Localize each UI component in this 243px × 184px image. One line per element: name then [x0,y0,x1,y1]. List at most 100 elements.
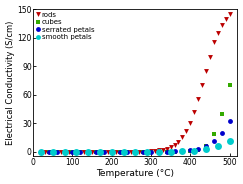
rods [161,148,164,151]
rods [228,13,231,15]
smooth petals [181,150,184,152]
serrated petals [103,151,105,153]
rods [220,24,223,26]
smooth petals [87,151,90,153]
serrated petals [157,151,160,153]
rods [47,151,50,153]
rods [189,122,192,124]
serrated petals [181,149,184,152]
serrated petals [197,148,200,150]
Line: smooth petals: smooth petals [38,138,233,155]
smooth petals [40,151,43,153]
rods [75,151,78,153]
rods [118,151,121,153]
Line: serrated petals: serrated petals [39,119,232,154]
rods [193,111,196,113]
rods [95,151,97,153]
rods [59,151,62,153]
rods [114,151,117,153]
cubes [71,151,74,153]
rods [103,151,105,153]
rods [71,151,74,153]
rods [208,55,211,58]
Line: cubes: cubes [39,83,232,154]
smooth petals [110,151,113,153]
rods [173,144,176,146]
cubes [63,151,66,153]
serrated petals [40,151,43,153]
cubes [40,151,43,153]
cubes [149,151,152,153]
serrated petals [95,151,97,153]
smooth petals [193,149,196,152]
cubes [165,151,168,153]
rods [146,151,148,153]
smooth petals [205,148,208,150]
cubes [47,151,50,153]
smooth petals [134,151,137,153]
smooth petals [122,151,125,153]
rods [142,151,145,153]
smooth petals [216,145,219,147]
cubes [181,151,184,153]
serrated petals [205,145,208,147]
rods [181,136,184,138]
cubes [173,151,176,153]
cubes [189,150,192,152]
serrated petals [47,151,50,153]
serrated petals [63,151,66,153]
cubes [212,133,215,136]
cubes [118,151,121,153]
cubes [110,151,113,153]
rods [67,151,70,153]
rods [63,151,66,153]
cubes [134,151,137,153]
rods [122,151,125,153]
rods [79,151,82,153]
smooth petals [98,151,101,153]
serrated petals [189,148,192,151]
serrated petals [173,150,176,152]
rods [126,151,129,153]
cubes [79,151,82,153]
serrated petals [110,151,113,153]
serrated petals [118,151,121,153]
serrated petals [149,151,152,153]
cubes [142,151,145,153]
cubes [220,112,223,115]
rods [110,151,113,153]
cubes [87,151,90,153]
smooth petals [63,151,66,153]
cubes [205,145,208,147]
smooth petals [169,151,172,153]
serrated petals [134,151,137,153]
rods [87,151,90,153]
rods [185,130,188,132]
smooth petals [146,151,148,153]
rods [177,141,180,143]
serrated petals [220,131,223,134]
serrated petals [126,151,129,153]
rods [200,84,203,86]
serrated petals [79,151,82,153]
rods [197,98,200,100]
Legend: rods, cubes, serrated petals, smooth petals: rods, cubes, serrated petals, smooth pet… [35,11,95,41]
rods [91,151,94,153]
rods [224,17,227,20]
serrated petals [142,151,145,153]
rods [216,32,219,34]
Line: rods: rods [39,11,232,154]
cubes [157,151,160,153]
rods [98,151,101,153]
serrated petals [212,140,215,142]
serrated petals [87,151,90,153]
Y-axis label: Electrical Conductivity (S/cm): Electrical Conductivity (S/cm) [6,20,15,145]
rods [165,148,168,150]
serrated petals [228,120,231,122]
rods [43,151,46,153]
rods [134,151,137,153]
serrated petals [55,151,58,153]
cubes [95,151,97,153]
smooth petals [228,140,231,142]
rods [157,149,160,151]
